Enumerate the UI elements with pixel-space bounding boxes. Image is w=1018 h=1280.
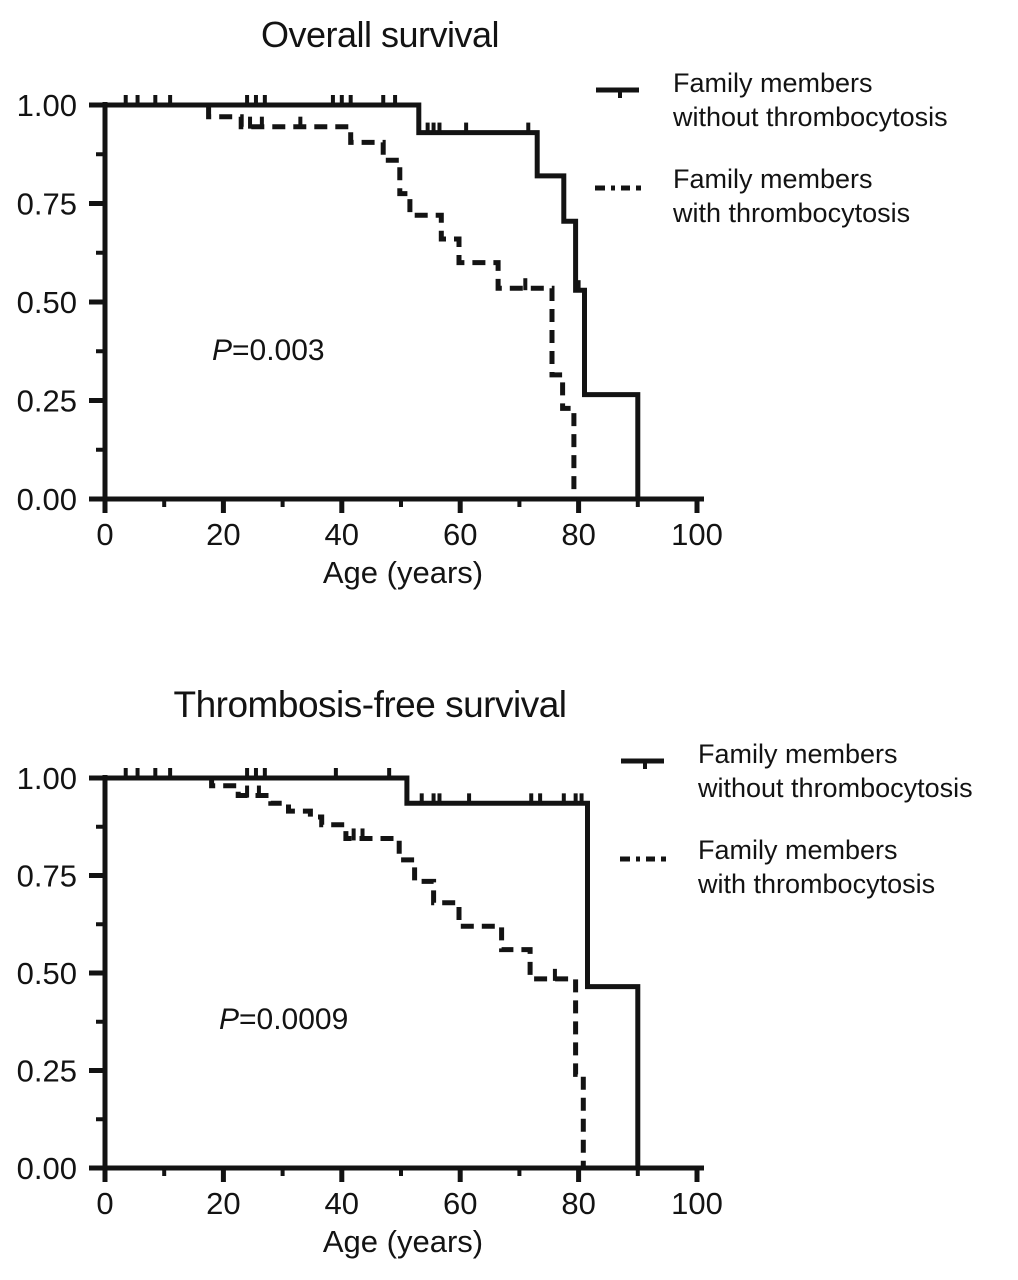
y-tick-label: 0.75: [17, 187, 77, 222]
legend-solid-line-sample-icon: [596, 87, 639, 98]
legend-label: Family members without thrombocytosis: [698, 737, 973, 805]
x-axis-title: Age (years): [323, 1224, 483, 1259]
legend-label-line1: Family members: [673, 68, 873, 98]
p-value-overall: P=0.003: [212, 334, 325, 368]
chart-title-thrombosis-free-survival: Thrombosis-free survival: [173, 684, 567, 725]
legend-thrombosis-free-survival: Family members without thrombocytosis Fa…: [620, 737, 973, 901]
x-tick-label: 60: [443, 517, 477, 552]
legend-label-line1: Family members: [698, 835, 898, 865]
legend-label-line2: with thrombocytosis: [698, 869, 936, 899]
legend-label-line1: Family members: [698, 739, 898, 769]
x-tick-label: 80: [561, 517, 595, 552]
legend-entry-without-thrombocytosis: Family members without thrombocytosis: [595, 66, 948, 134]
p-value-thrombosis-free: P=0.0009: [219, 1003, 348, 1037]
legend-entry-with-thrombocytosis: Family members with thrombocytosis: [595, 162, 948, 230]
family-members-with-thrombocytosis-curve: [105, 775, 586, 1168]
legend-dashed-line-sample-icon: [595, 185, 641, 191]
y-tick-label: 0.25: [17, 1054, 77, 1089]
y-tick-label: 1.00: [17, 761, 77, 796]
x-axis-ticks: 0 20 40 60 80 100: [96, 1168, 723, 1221]
thrombosis-free-survival-plot: 1.00 0.75 0.50 0.25 0.00 0 20 40 60 80 100 Age (yea…: [17, 761, 723, 1259]
x-tick-label: 20: [206, 517, 240, 552]
y-tick-label: 1.00: [17, 88, 77, 123]
legend-label-line2: without thrombocytosis: [698, 773, 973, 803]
family-members-with-thrombocytosis-curve: [105, 102, 577, 499]
x-tick-label: 100: [671, 1186, 723, 1221]
y-tick-label: 0.50: [17, 956, 77, 991]
x-tick-label: 40: [325, 1186, 359, 1221]
x-axis-ticks: 0 20 40 60 80 100: [96, 499, 723, 552]
legend-label: Family members without thrombocytosis: [673, 66, 948, 134]
y-tick-label: 0.00: [17, 482, 77, 517]
x-tick-label: 0: [96, 517, 113, 552]
x-tick-label: 100: [671, 517, 723, 552]
x-tick-label: 40: [325, 517, 359, 552]
y-axis-ticks: 1.00 0.75 0.50 0.25 0.00: [17, 761, 105, 1186]
family-members-without-thrombocytosis-censor-marks: [123, 95, 581, 293]
x-tick-label: 80: [561, 1186, 595, 1221]
x-tick-label: 60: [443, 1186, 477, 1221]
legend-overall-survival: Family members without thrombocytosis Fa…: [595, 66, 948, 230]
x-tick-label: 20: [206, 1186, 240, 1221]
legend-label: Family members with thrombocytosis: [673, 162, 910, 230]
legend-entry-without-thrombocytosis: Family members without thrombocytosis: [620, 737, 973, 805]
legend-solid-line-sample-icon: [621, 758, 664, 769]
y-tick-label: 0.50: [17, 285, 77, 320]
family-members-with-thrombocytosis-censor-marks: [245, 785, 557, 981]
legend-label: Family members with thrombocytosis: [698, 833, 935, 901]
family-members-with-thrombocytosis-censor-marks: [248, 116, 528, 291]
legend-dashed-line-sample-icon: [620, 856, 666, 862]
legend-label-line2: with thrombocytosis: [673, 198, 911, 228]
y-tick-label: 0.75: [17, 859, 77, 894]
family-members-without-thrombocytosis-curve: [105, 775, 641, 1168]
p-value-text: =0.0009: [239, 1003, 349, 1036]
p-symbol: P: [219, 1003, 240, 1036]
p-value-text: =0.003: [232, 334, 325, 367]
family-members-without-thrombocytosis-censor-marks: [123, 768, 584, 806]
x-axis-title: Age (years): [323, 555, 483, 590]
legend-label-line1: Family members: [673, 164, 873, 194]
legend-label-line2: without thrombocytosis: [673, 102, 948, 132]
y-tick-label: 0.25: [17, 384, 77, 419]
chart-title-overall-survival: Overall survival: [260, 14, 500, 55]
y-axis-ticks: 1.00 0.75 0.50 0.25 0.00: [17, 88, 105, 517]
overall-survival-plot: 1.00 0.75 0.50 0.25 0.00 0 20 40 60 80 100 Age (yea…: [17, 88, 723, 590]
legend-entry-with-thrombocytosis: Family members with thrombocytosis: [620, 833, 973, 901]
x-tick-label: 0: [96, 1186, 113, 1221]
p-symbol: P: [212, 334, 233, 367]
family-members-without-thrombocytosis-curve: [105, 102, 641, 499]
y-tick-label: 0.00: [17, 1151, 77, 1186]
